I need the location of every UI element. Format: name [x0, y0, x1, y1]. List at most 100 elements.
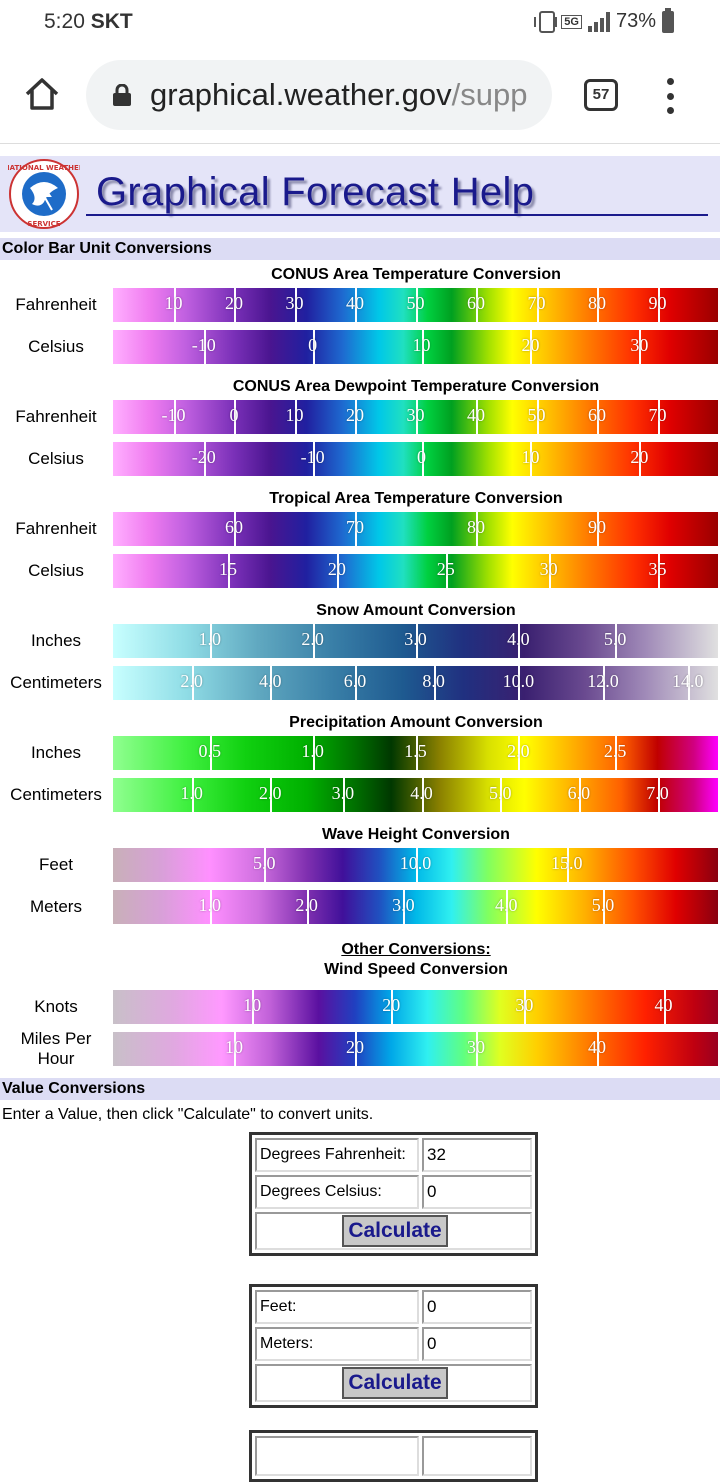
page-banner: NATIONAL WEATHER SERVICE Graphical Forec… — [0, 156, 720, 232]
tick-label: -20 — [191, 447, 216, 467]
instructions-text: Enter a Value, then click "Calculate" to… — [2, 1106, 374, 1123]
unit-label: Fahrenheit — [15, 295, 97, 314]
tick-mark — [476, 400, 478, 434]
tick-mark — [173, 400, 176, 434]
other-conversions-link[interactable]: Other Conversions: — [341, 941, 491, 958]
tick-mark — [312, 330, 315, 364]
tick-mark — [524, 990, 527, 1024]
tick-label: 30 — [467, 1037, 485, 1057]
tick-mark — [530, 442, 533, 476]
tick-label: 5.0 — [591, 895, 615, 915]
conversion-row: Feet 5.0 10.0 15.0 — [0, 844, 720, 886]
svg-text:SERVICE: SERVICE — [27, 220, 60, 228]
meters-input[interactable] — [427, 1334, 530, 1354]
section-header-value-conversions: Value Conversions — [0, 1078, 720, 1100]
tick-label: 0 — [229, 405, 239, 425]
unit-label: Inches — [30, 631, 82, 650]
tick-label: 30 — [515, 995, 534, 1015]
tick-label: 12.0 — [587, 671, 619, 691]
tick-mark — [173, 288, 176, 322]
tick-label: 4.0 — [507, 629, 530, 649]
tick-mark — [518, 624, 521, 658]
color-bar: 15 20 25 30 35 — [113, 554, 718, 588]
tick-mark — [615, 736, 618, 770]
color-bar: 1.0 2.0 3.0 4.0 5.0 — [113, 624, 718, 658]
fahrenheit-input[interactable] — [427, 1145, 530, 1165]
tick-label: 3.0 — [331, 783, 355, 803]
tick-label: 10 — [285, 405, 304, 425]
tick-mark — [312, 624, 315, 658]
calculate-length-button[interactable]: Calculate — [342, 1367, 448, 1399]
tick-label: 70 — [346, 517, 364, 537]
meters-label: Meters: — [255, 1327, 419, 1361]
tick-label: 70 — [527, 293, 546, 313]
celsius-label: Degrees Celsius: — [255, 1175, 419, 1209]
tick-mark — [209, 890, 212, 924]
tick-mark — [687, 666, 690, 700]
tab-switcher-button[interactable]: 57 — [584, 79, 618, 111]
tick-label: 1.5 — [404, 741, 427, 761]
tick-label: 2.0 — [259, 783, 282, 803]
tick-mark — [342, 778, 345, 812]
feet-label: Feet: — [255, 1290, 419, 1324]
tick-mark — [597, 512, 599, 546]
tick-label: 40 — [346, 293, 364, 313]
tick-label: -10 — [300, 447, 325, 467]
conversion-section: CONUS Area Temperature Conversion Fahrenh… — [0, 266, 720, 368]
tick-mark — [227, 554, 230, 588]
feet-input[interactable] — [427, 1297, 530, 1317]
other-conversions-heading: Other Conversions: Wind Speed Conversion — [0, 940, 720, 980]
color-bar: -20 -10 0 10 20 — [113, 442, 718, 476]
tick-label: 20 — [225, 293, 243, 313]
tick-mark — [336, 554, 339, 588]
conversion-row: Inches 0.5 1.0 1.5 2.0 2.5 — [0, 732, 720, 774]
tick-label: 90 — [588, 517, 606, 537]
tick-mark — [209, 736, 212, 770]
tick-mark — [639, 442, 642, 476]
tick-label: 3.0 — [392, 895, 415, 915]
tick-mark — [415, 848, 418, 882]
tick-label: 4.0 — [495, 895, 518, 915]
tick-mark — [306, 890, 309, 924]
conversion-row: Centimeters 2.0 4.0 6.0 8.0 10.0 12.0 14.0 — [0, 662, 720, 704]
color-bar: 0.5 1.0 1.5 2.0 2.5 — [113, 736, 718, 770]
tick-mark — [415, 624, 418, 658]
section-header-color-bars: Color Bar Unit Conversions — [0, 238, 720, 260]
unit-label: Centimeters — [10, 785, 102, 804]
conversion-row: Celsius -20 -10 0 10 20 — [0, 438, 720, 480]
tick-label: 20 — [630, 447, 649, 467]
tick-label: 2.0 — [507, 741, 530, 761]
tick-mark — [566, 848, 569, 882]
lock-icon — [113, 84, 131, 106]
tick-mark — [234, 512, 236, 546]
tick-label: 70 — [648, 405, 667, 425]
title-underline — [86, 214, 708, 216]
unit-label: Miles Per Hour — [20, 1029, 92, 1068]
tick-mark — [312, 736, 315, 770]
celsius-input[interactable] — [427, 1182, 530, 1202]
unit-label: Inches — [30, 743, 82, 762]
home-icon[interactable] — [24, 76, 60, 112]
calculate-temperature-button[interactable]: Calculate — [342, 1215, 448, 1247]
tick-mark — [548, 554, 551, 588]
tick-label: 6.0 — [343, 671, 367, 691]
tick-mark — [294, 400, 297, 434]
tick-label: 60 — [467, 293, 485, 313]
tick-label: 15.0 — [551, 853, 583, 873]
address-bar[interactable]: graphical.weather.gov/supp — [86, 60, 552, 130]
tick-label: 90 — [648, 293, 667, 313]
tick-mark — [657, 778, 660, 812]
tick-mark — [203, 330, 206, 364]
tick-mark — [433, 666, 436, 700]
conversion-row: Celsius 15 20 25 30 35 — [0, 550, 720, 592]
tick-mark — [415, 400, 418, 434]
unit-label: Celsius — [28, 561, 84, 580]
tick-label: 8.0 — [422, 671, 445, 691]
conversion-title: Precipitation Amount Conversion — [289, 714, 543, 731]
tick-mark — [191, 778, 194, 812]
tick-label: 7.0 — [646, 783, 669, 803]
menu-icon[interactable] — [664, 78, 676, 114]
tick-label: 1.0 — [301, 741, 324, 761]
color-bar: 10 20 30 40 50 60 70 80 90 — [113, 288, 718, 322]
tick-label: 10.0 — [399, 853, 432, 873]
